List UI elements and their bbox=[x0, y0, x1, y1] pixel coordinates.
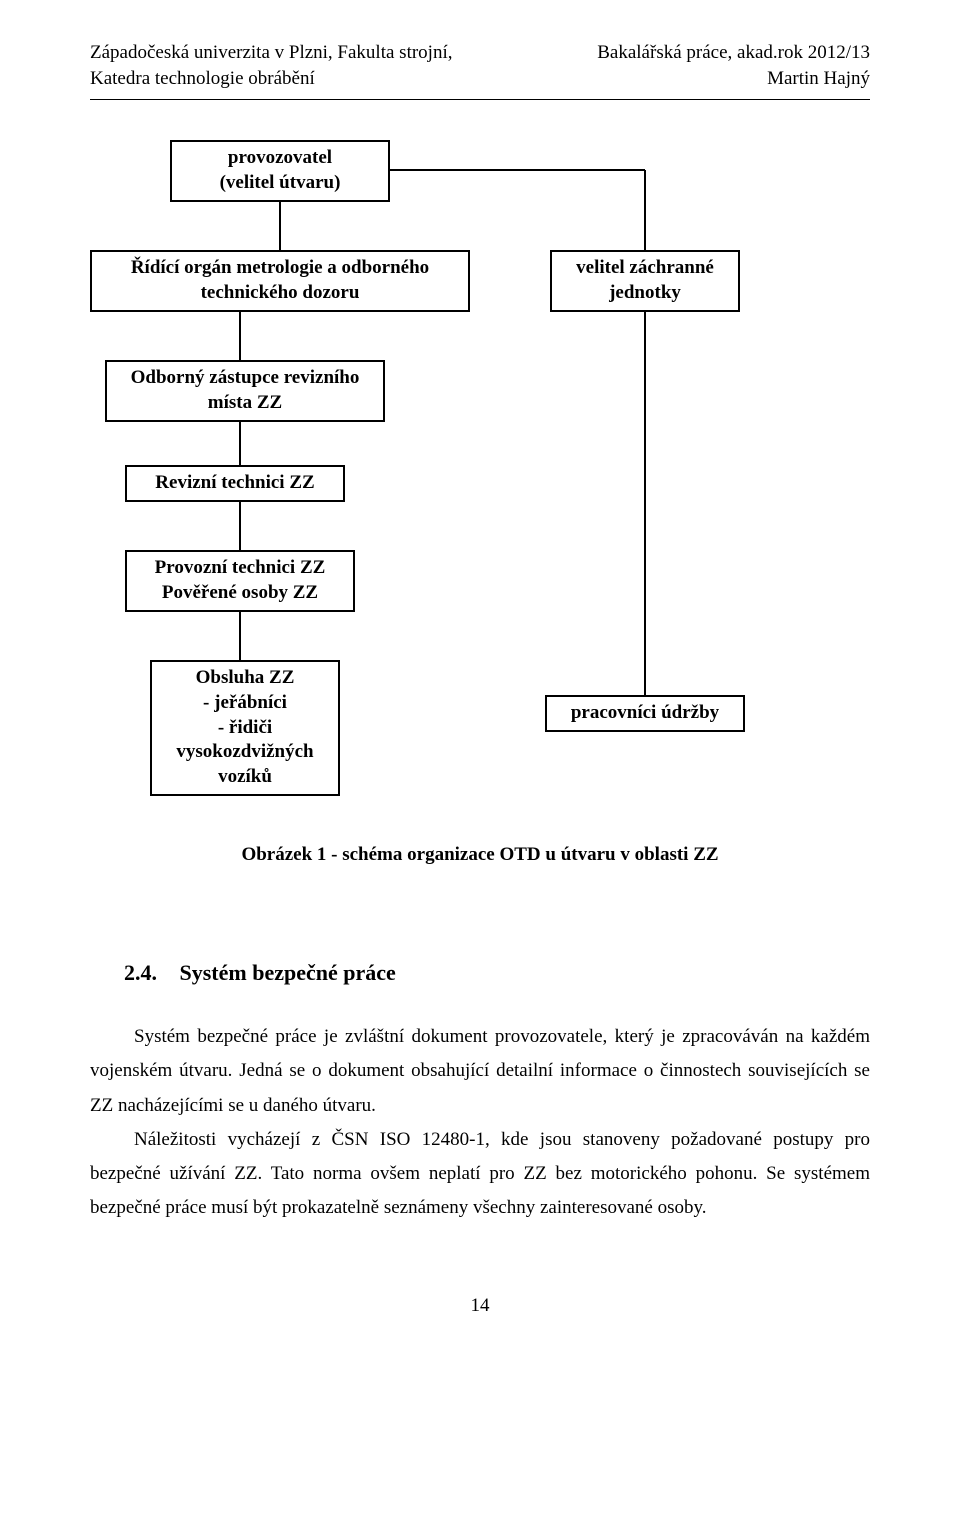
node-pracovnici-l1: pracovníci údržby bbox=[557, 701, 733, 726]
org-diagram: provozovatel (velitel útvaru) Řídící org… bbox=[90, 140, 870, 900]
paragraph-2: Náležitosti vycházejí z ČSN ISO 12480-1,… bbox=[90, 1123, 870, 1226]
node-ridici: Řídící orgán metrologie a odborného tech… bbox=[90, 250, 470, 311]
node-obsluha-l4: vysokozdvižných bbox=[162, 740, 328, 765]
node-pracovnici: pracovníci údržby bbox=[545, 695, 745, 732]
node-odborny-zastupce-l2: místa ZZ bbox=[117, 391, 373, 416]
page-header: Západočeská univerzita v Plzni, Fakulta … bbox=[90, 40, 870, 91]
node-odborny-zastupce: Odborný zástupce revizního místa ZZ bbox=[105, 360, 385, 421]
node-odborny-zastupce-l1: Odborný zástupce revizního bbox=[117, 366, 373, 391]
header-left-line2: Katedra technologie obrábění bbox=[90, 66, 452, 92]
header-left-line1: Západočeská univerzita v Plzni, Fakulta … bbox=[90, 40, 452, 66]
header-right: Bakalářská práce, akad.rok 2012/13 Marti… bbox=[597, 40, 870, 91]
node-ridici-l1: Řídící orgán metrologie a odborného bbox=[102, 256, 458, 281]
header-rule bbox=[90, 99, 870, 100]
section-title: Systém bezpečné práce bbox=[180, 960, 396, 985]
node-provozni: Provozní technici ZZ Pověřené osoby ZZ bbox=[125, 550, 355, 611]
header-right-line2: Martin Hajný bbox=[597, 66, 870, 92]
node-provozovatel-l1: provozovatel bbox=[182, 146, 378, 171]
page: Západočeská univerzita v Plzni, Fakulta … bbox=[0, 0, 960, 1377]
page-number: 14 bbox=[90, 1295, 870, 1317]
header-right-line1: Bakalářská práce, akad.rok 2012/13 bbox=[597, 40, 870, 66]
node-velitel-zj-l2: jednotky bbox=[562, 281, 728, 306]
node-obsluha-l3: - řidiči bbox=[162, 716, 328, 741]
node-provozni-l2: Pověřené osoby ZZ bbox=[137, 581, 343, 606]
section-number: 2.4. bbox=[124, 960, 174, 986]
node-velitel-zj: velitel záchranné jednotky bbox=[550, 250, 740, 311]
section-body: Systém bezpečné práce je zvláštní dokume… bbox=[90, 1020, 870, 1225]
node-provozni-l1: Provozní technici ZZ bbox=[137, 556, 343, 581]
section-heading: 2.4. Systém bezpečné práce bbox=[90, 960, 870, 986]
paragraph-1: Systém bezpečné práce je zvláštní dokume… bbox=[90, 1020, 870, 1123]
header-left: Západočeská univerzita v Plzni, Fakulta … bbox=[90, 40, 452, 91]
node-velitel-zj-l1: velitel záchranné bbox=[562, 256, 728, 281]
node-revizni-technici-l1: Revizní technici ZZ bbox=[137, 471, 333, 496]
node-obsluha-l1: Obsluha ZZ bbox=[162, 666, 328, 691]
node-obsluha: Obsluha ZZ - jeřábníci - řidiči vysokozd… bbox=[150, 660, 340, 795]
node-obsluha-l5: vozíků bbox=[162, 765, 328, 790]
node-obsluha-l2: - jeřábníci bbox=[162, 691, 328, 716]
node-provozovatel-l2: (velitel útvaru) bbox=[182, 171, 378, 196]
node-ridici-l2: technického dozoru bbox=[102, 281, 458, 306]
node-revizni-technici: Revizní technici ZZ bbox=[125, 465, 345, 502]
diagram-caption: Obrázek 1 - schéma organizace OTD u útva… bbox=[90, 844, 870, 866]
node-provozovatel: provozovatel (velitel útvaru) bbox=[170, 140, 390, 201]
